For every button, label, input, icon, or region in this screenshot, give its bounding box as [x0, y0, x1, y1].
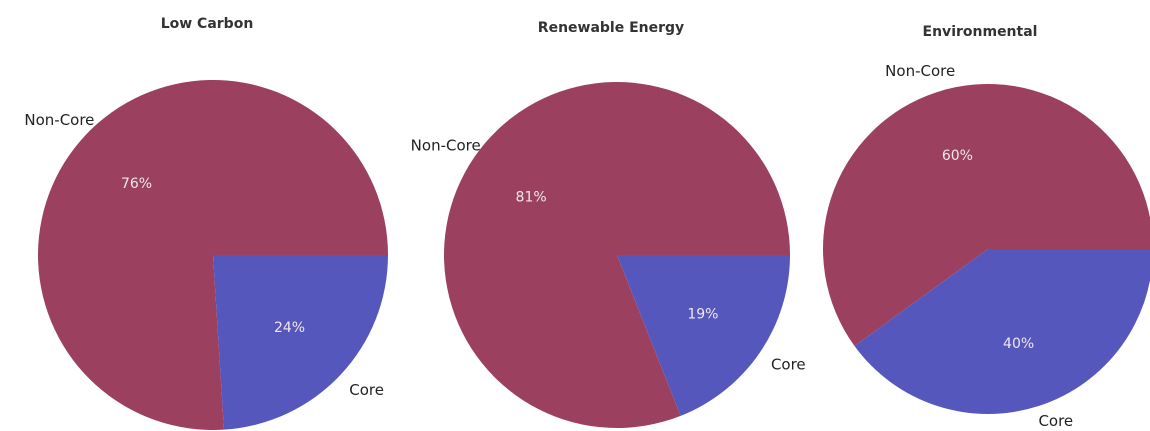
pie-slice-non-core [444, 82, 790, 429]
slice-label-non-core: Non-Core [885, 62, 955, 80]
slice-percent-core: 24% [274, 320, 305, 336]
slice-percent-core: 19% [687, 306, 718, 322]
pie-chart-low-carbon: Low Carbon Non-Core Core 76% 24% [24, 16, 389, 430]
pie-chart-environmental: Environmental Non-Core Core 60% 40% [823, 24, 1150, 430]
slice-label-core: Core [771, 356, 806, 374]
pie-slice-core [213, 255, 388, 430]
slice-percent-non-core: 76% [121, 176, 152, 192]
slice-percent-non-core: 60% [942, 148, 973, 164]
slice-label-non-core: Non-Core [411, 136, 481, 154]
chart-title: Low Carbon [161, 16, 254, 32]
slice-label-core: Core [1038, 412, 1073, 430]
slice-percent-non-core: 81% [516, 190, 547, 206]
chart-title: Environmental [923, 24, 1038, 40]
pie-slice-core [617, 255, 790, 416]
pie-slice-core [854, 249, 1150, 414]
pie-slice-non-core [823, 84, 1150, 346]
pie-slice-non-core [37, 79, 389, 430]
chart-title: Renewable Energy [538, 20, 684, 36]
slice-label-core: Core [349, 381, 384, 399]
slice-label-non-core: Non-Core [24, 111, 94, 129]
slice-percent-core: 40% [1003, 336, 1034, 352]
pie-chart-renewable-energy: Renewable Energy Non-Core Core 81% 19% [411, 20, 806, 429]
